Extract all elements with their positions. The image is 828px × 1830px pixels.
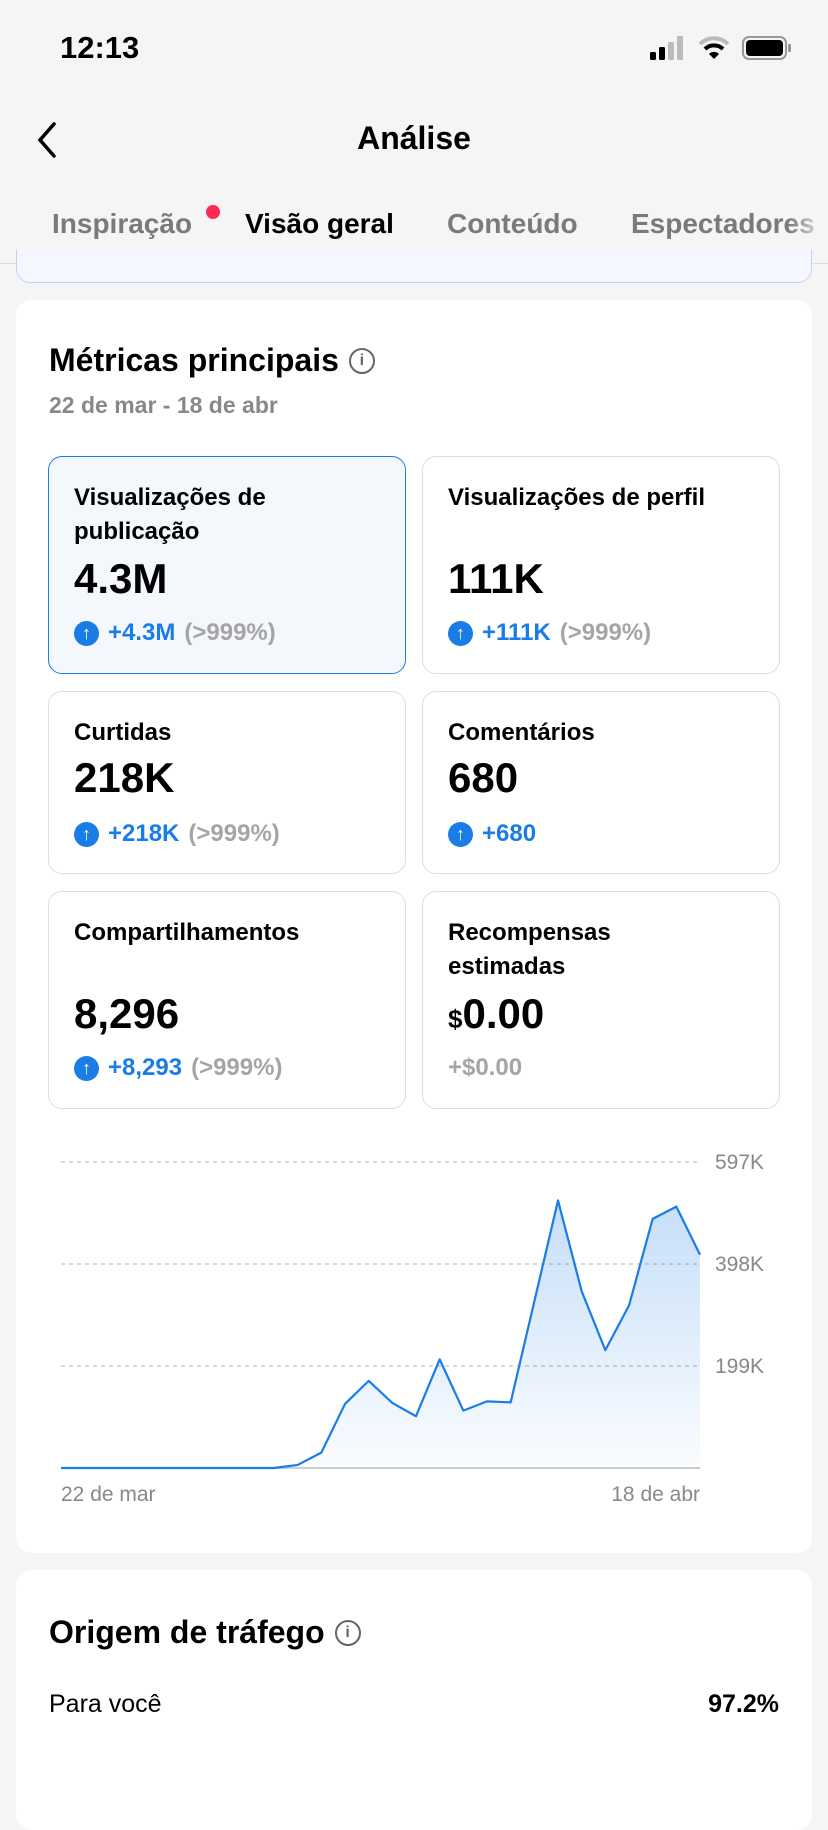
- traffic-row-label: Para você: [49, 1690, 162, 1719]
- page-title: Análise: [0, 120, 828, 157]
- y-tick-label: 597K: [715, 1151, 764, 1174]
- wifi-icon: [698, 36, 730, 60]
- y-tick-label: 398K: [715, 1253, 764, 1276]
- signal-icon: [650, 36, 686, 60]
- banner[interactable]: [16, 250, 812, 283]
- traffic-row-value: 97.2%: [708, 1690, 779, 1719]
- key-metrics-card: Métricas principais i 22 de mar - 18 de …: [16, 300, 812, 1553]
- info-icon[interactable]: i: [335, 1620, 361, 1646]
- tab-inspiracao[interactable]: Inspiração: [52, 208, 192, 240]
- traffic-source-card: Origem de tráfego i Para você 97.2%: [16, 1570, 812, 1830]
- tab-visao-geral[interactable]: Visão geral: [245, 208, 394, 240]
- area-fill: [61, 1200, 700, 1468]
- battery-icon: [742, 36, 792, 60]
- traffic-heading: Origem de tráfego i: [49, 1614, 361, 1651]
- x-tick-label: 22 de mar: [61, 1483, 156, 1506]
- status-icons: [650, 36, 792, 60]
- x-tick-label: 18 de abr: [611, 1483, 700, 1506]
- views-chart: 199K 398K 597K 22 de mar 18 de abr: [16, 300, 812, 1553]
- tab-conteudo[interactable]: Conteúdo: [447, 208, 578, 240]
- notification-dot: [206, 205, 220, 219]
- traffic-title: Origem de tráfego: [49, 1614, 325, 1651]
- y-tick-label: 199K: [715, 1355, 764, 1378]
- status-time: 12:13: [60, 30, 139, 66]
